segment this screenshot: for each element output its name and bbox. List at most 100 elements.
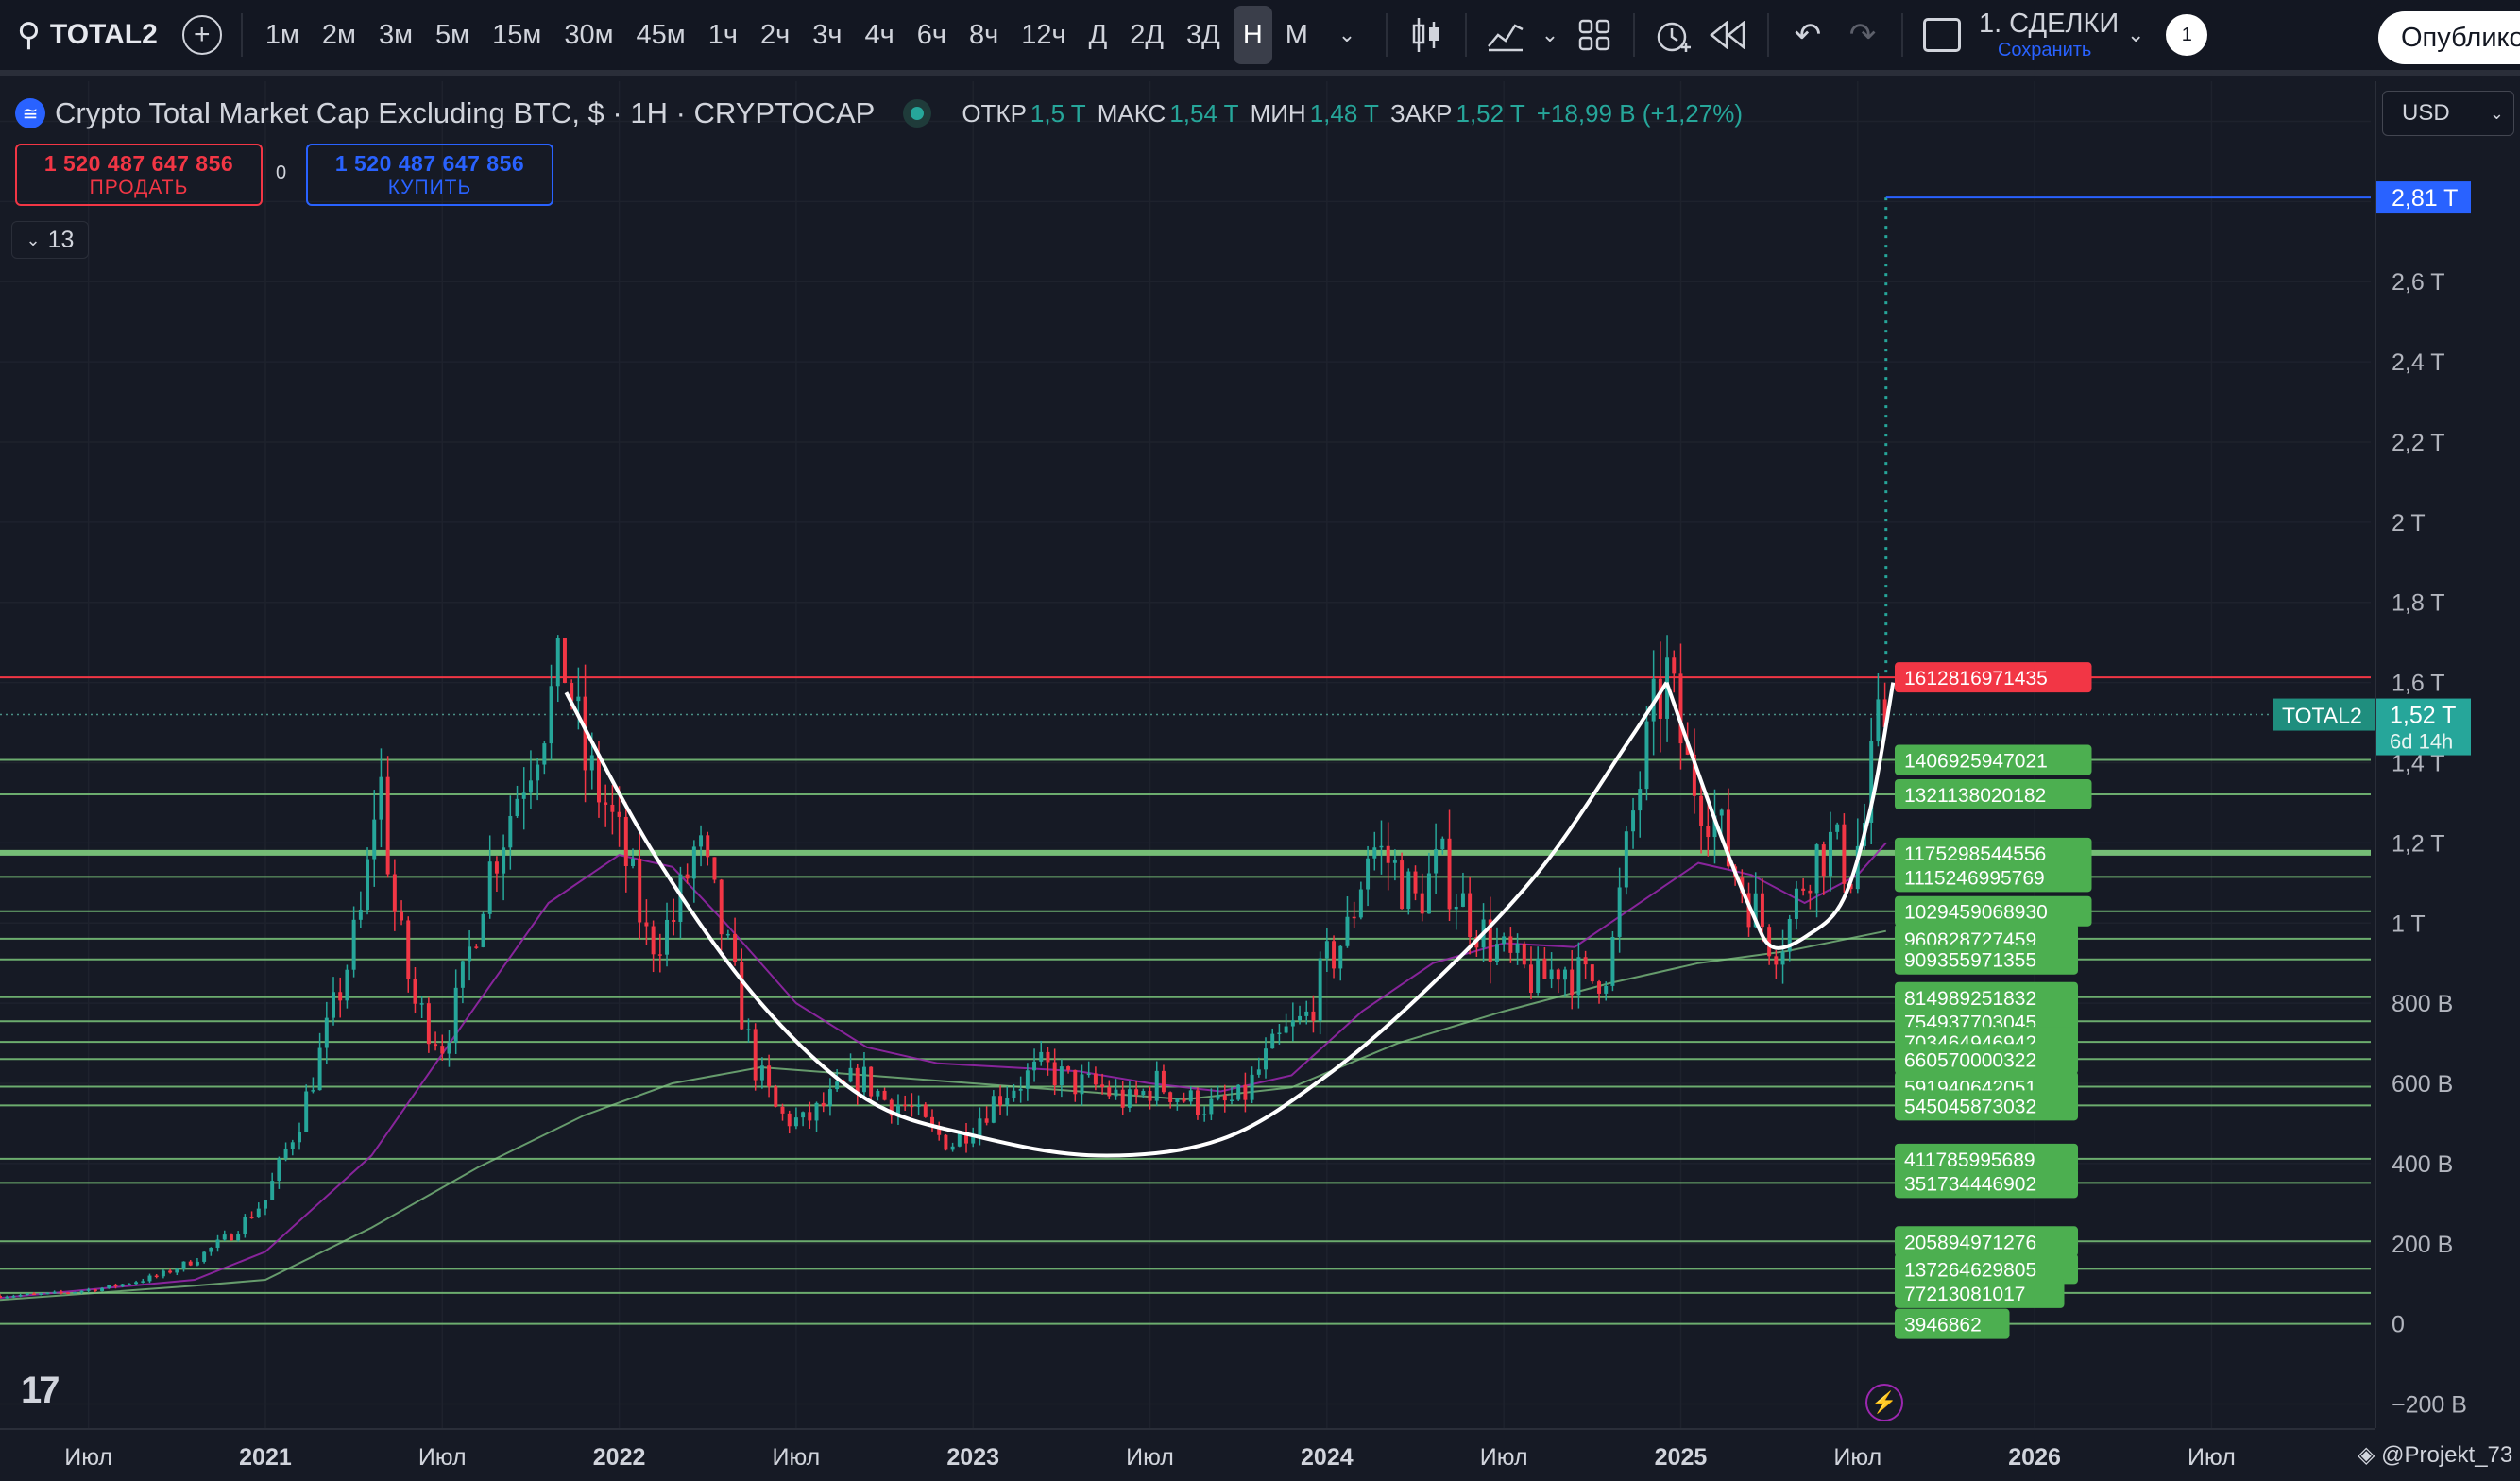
candle-body	[494, 861, 499, 874]
high-label: МАКС	[1097, 98, 1166, 128]
candle-body	[419, 1003, 424, 1005]
interval-button[interactable]: 12ч	[1021, 19, 1066, 50]
candle-body	[1821, 844, 1826, 877]
interval-button[interactable]: 2ч	[759, 19, 791, 50]
time-tick-label: Июл	[418, 1444, 467, 1471]
chevron-down-icon[interactable]: ⌄	[1541, 23, 1559, 46]
interval-button[interactable]: 6ч	[916, 19, 946, 50]
candle-body	[1304, 1011, 1309, 1016]
interval-button[interactable]: 2Д	[1130, 19, 1165, 50]
time-tick-label: Июл	[2188, 1444, 2236, 1471]
interval-button[interactable]: 5м	[435, 19, 470, 50]
interval-button[interactable]: 45м	[636, 19, 686, 50]
candle-body	[1767, 927, 1772, 957]
replay-icon[interactable]	[1701, 8, 1756, 62]
price-tick-label: 1,2 T	[2392, 830, 2445, 857]
candle-body	[1202, 1114, 1207, 1115]
time-axis[interactable]: Июл 2021 Июл 2022 Июл 2023 Июл 2024 Июл 2025 Июл 20…	[64, 1444, 2236, 1471]
undo-icon[interactable]: ↶	[1794, 17, 1822, 53]
candle-body	[1209, 1098, 1214, 1115]
candle-body	[1270, 1033, 1275, 1049]
save-link[interactable]: Сохранить	[1997, 40, 2092, 60]
cup-curve[interactable]	[564, 681, 1669, 1158]
redo-icon[interactable]: ↷	[1848, 17, 1877, 53]
tradingview-logo[interactable]: 17	[21, 1370, 60, 1411]
time-tick-label: Июл	[1126, 1444, 1174, 1471]
candle-body	[1284, 1026, 1288, 1033]
candle-body	[1515, 943, 1520, 953]
notification-badge[interactable]: 1	[2166, 14, 2208, 56]
chevron-down-icon[interactable]: ⌄	[2127, 23, 2145, 46]
layout-icon[interactable]	[1915, 8, 1969, 62]
time-tick-label: 2026	[2008, 1444, 2061, 1471]
candle-body	[5, 1296, 9, 1299]
templates-grid-icon[interactable]	[1567, 8, 1622, 62]
interval-button[interactable]: 1м	[264, 19, 299, 50]
interval-button[interactable]: М	[1285, 19, 1308, 50]
interval-button[interactable]: 3ч	[812, 19, 843, 50]
interval-button[interactable]: 3Д	[1186, 19, 1220, 50]
target-projection[interactable]	[1884, 196, 2371, 678]
buy-button[interactable]: 1 520 487 647 856 КУПИТЬ	[306, 144, 553, 206]
candle-body	[86, 1289, 91, 1291]
level-label-badge	[1895, 944, 2078, 975]
symbol-search[interactable]: ⚲ TOTAL2	[0, 16, 175, 54]
interval-button[interactable]: 4ч	[864, 19, 894, 50]
candle-body	[1120, 1089, 1125, 1108]
interval-button[interactable]: 30м	[564, 19, 614, 50]
chart-legend[interactable]: ≅ Crypto Total Market Cap Excluding BTC,…	[15, 94, 1743, 132]
candle-body	[665, 919, 670, 955]
candle-body	[1154, 1070, 1159, 1101]
interval-list: 1м 2м 3м 5м 15м 30м 45м 1ч 2ч 3ч 4ч 6ч 8ч 12ч Д 2Д 3Д Н М	[254, 6, 1320, 64]
price-axis-border	[2375, 81, 2376, 1428]
interval-button[interactable]: 3м	[378, 19, 414, 50]
candle-body	[604, 802, 608, 805]
time-tick-label: Июл	[1833, 1444, 1881, 1471]
interval-button[interactable]: 2м	[321, 19, 356, 50]
sell-button[interactable]: 1 520 487 647 856 ПРОДАТЬ	[15, 144, 263, 206]
interval-button[interactable]: 8ч	[968, 19, 999, 50]
interval-button[interactable]: 15м	[492, 19, 542, 50]
layout-name-button[interactable]: 1. СДЕЛКИ Сохранить	[1979, 9, 2119, 61]
candle-body	[338, 992, 343, 1001]
indicators-icon[interactable]	[1478, 8, 1533, 62]
interval-button[interactable]: 1ч	[707, 19, 738, 50]
candle-body	[1052, 1062, 1057, 1086]
interval-dropdown-button[interactable]: ⌄	[1337, 23, 1356, 46]
candle-body	[1386, 845, 1390, 863]
currency-select[interactable]: USD ⌄	[2382, 91, 2514, 136]
candle-body	[358, 909, 363, 920]
indicators-toggle-button[interactable]: ⌄ 13	[11, 221, 89, 259]
candles-icon[interactable]	[1399, 8, 1454, 62]
cup-and-handle-drawing[interactable]	[564, 681, 1896, 1158]
sell-label: ПРОДАТЬ	[89, 176, 189, 198]
candle-body	[1610, 936, 1615, 986]
level-labels: 1406925947021132113802018211752985445561…	[1895, 662, 2092, 1339]
candle-body	[971, 1135, 976, 1144]
toolbar-divider	[1464, 13, 1467, 57]
alert-clock-icon[interactable]	[1646, 8, 1701, 62]
top-toolbar: ⚲ TOTAL2 + 1м 2м 3м 5м 15м 30м 45м 1ч 2ч 3ч 4ч 6ч 8ч…	[0, 0, 2520, 76]
price-axis[interactable]: 3 T2,8 T2,6 T2,4 T2,2 T2 T1,8 T1,6 T1,4 …	[2273, 109, 2471, 1419]
candle-body	[270, 1181, 275, 1200]
publish-button[interactable]: Опубликовать	[2378, 11, 2520, 64]
candle-body	[855, 1067, 860, 1093]
price-tick-label: 1,8 T	[2392, 590, 2445, 617]
target-price-badge	[2376, 181, 2471, 214]
handle-curve[interactable]	[1664, 681, 1896, 950]
price-tick-label: 1,6 T	[2392, 671, 2445, 697]
lightning-icon[interactable]: ⚡	[1865, 1384, 1903, 1421]
candle-body	[0, 1295, 2, 1299]
candle-body	[1318, 958, 1322, 1021]
interval-button[interactable]: Д	[1088, 19, 1108, 50]
candle-body	[950, 1146, 955, 1150]
candle-body	[222, 1234, 227, 1240]
candle-body	[59, 1291, 63, 1294]
market-status-icon[interactable]	[903, 99, 932, 128]
interval-button[interactable]: Н	[1233, 6, 1272, 64]
candle-body	[964, 1132, 969, 1144]
add-symbol-button[interactable]: +	[175, 8, 230, 62]
candle-body	[978, 1118, 982, 1136]
candle-body	[324, 1017, 329, 1048]
chart-canvas[interactable]: 1406925947021132113802018211752985445561…	[0, 81, 2520, 1481]
